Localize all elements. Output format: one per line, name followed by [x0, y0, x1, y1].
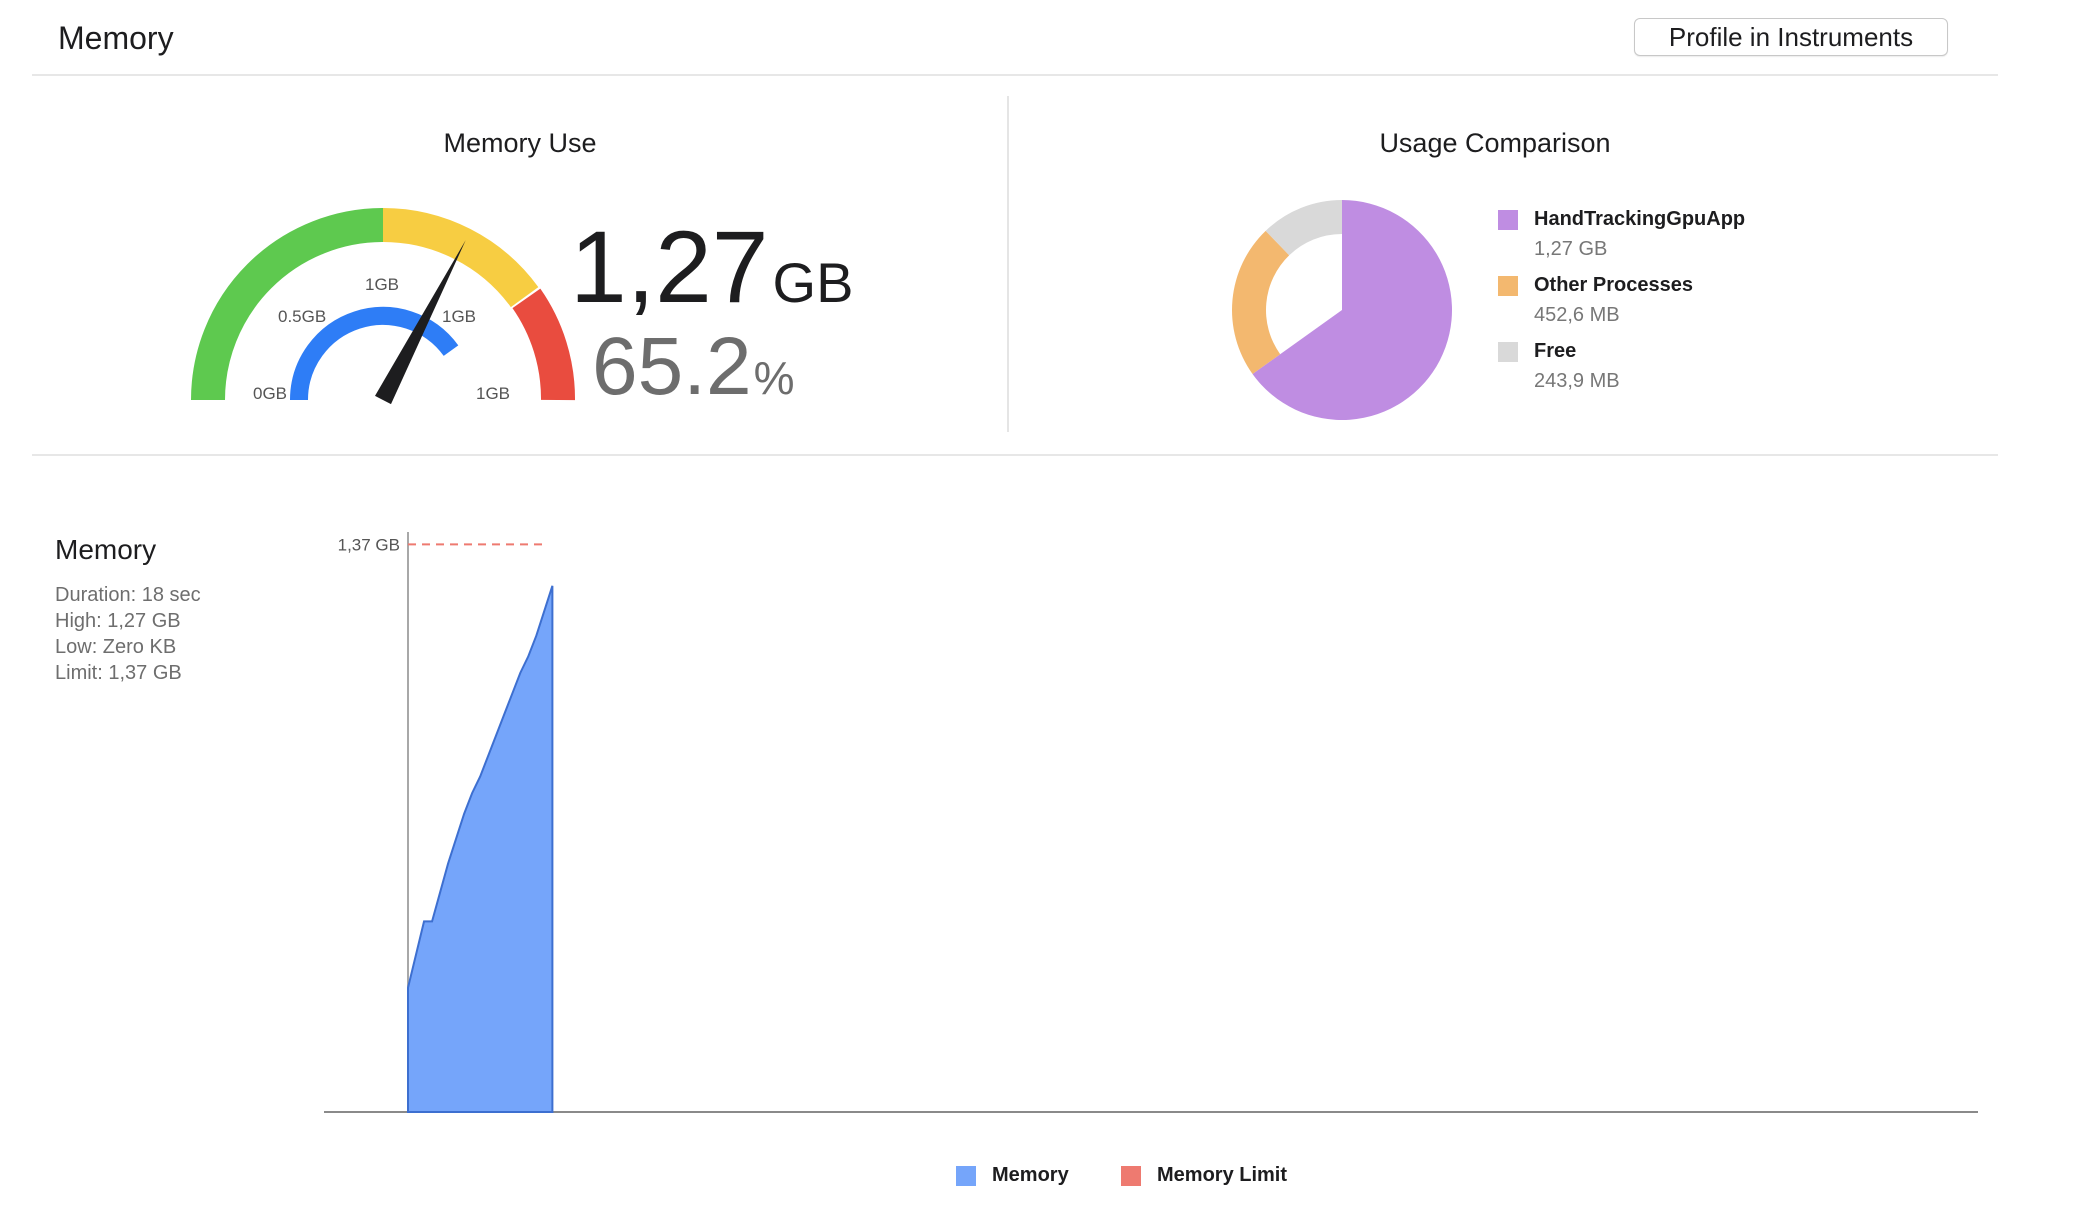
memory-use-unit: GB — [772, 251, 854, 314]
gauge-green-segment — [191, 208, 384, 401]
memory-series-area — [407, 585, 554, 1113]
legend-name: Other Processes — [1534, 274, 1693, 296]
memory-use-number: 1,27 — [570, 210, 769, 324]
chart-legend-memory: Memory — [956, 1164, 1069, 1187]
usage-comparison-donut — [1232, 200, 1452, 420]
stat-limit: Limit: 1,37 GB — [55, 662, 182, 684]
legend-swatch — [1498, 210, 1518, 230]
legend-name: HandTrackingGpuApp — [1534, 208, 1746, 230]
gauge-yellow-segment — [382, 208, 539, 308]
x-tick-label-start: 0s — [404, 1119, 421, 1120]
memory-section-label: Memory — [55, 534, 157, 565]
memory-stats: Duration: 18 sec High: 1,27 GB Low: Zero… — [55, 582, 201, 686]
donut-slice-other-processes — [1232, 230, 1290, 374]
legend-size: 243,9 MB — [1534, 370, 1620, 392]
donut-slice-handtrackinggpuapp — [1252, 200, 1452, 420]
legend-size: 1,27 GB — [1534, 238, 1608, 260]
legend-swatch-memory-limit — [1121, 1165, 1141, 1186]
memory-use-title: Memory Use — [443, 128, 597, 158]
section-divider-horizontal — [32, 454, 1998, 456]
stat-high: High: 1,27 GB — [55, 610, 181, 632]
legend-swatch-memory — [956, 1165, 976, 1186]
gauge-label-1gb-top: 1GB — [365, 275, 399, 294]
gauge-label-1gb-end: 1GB — [476, 384, 510, 403]
memory-timeline-chart: 1,37 GB 0s 181s — [324, 532, 1978, 1120]
gauge-label-0-5gb: 0.5GB — [278, 307, 326, 326]
section-divider — [1007, 96, 1009, 432]
gauge-label-0gb: 0GB — [253, 384, 287, 403]
x-tick-label-end: 181s — [1921, 1119, 1956, 1120]
profile-in-instruments-button[interactable]: Profile in Instruments — [1634, 18, 1948, 56]
stat-duration: Duration: 18 sec — [55, 584, 201, 606]
legend-swatch — [1498, 342, 1518, 362]
header-divider — [32, 74, 1998, 76]
stat-low: Low: Zero KB — [55, 636, 177, 658]
limit-tick-label: 1,37 GB — [338, 535, 400, 554]
memory-percent-symbol: % — [753, 352, 795, 404]
gauge-needle — [375, 240, 466, 405]
legend-name: Free — [1534, 340, 1577, 362]
gauge-label-1gb-inner: 1GB — [442, 307, 476, 326]
legend-size: 452,6 MB — [1534, 304, 1620, 326]
gauge-red-segment — [512, 288, 576, 401]
page-title: Memory — [58, 20, 174, 56]
donut-slice-free — [1265, 200, 1342, 256]
memory-gauge: 0GB 0.5GB 1GB 1GB 1GB — [191, 208, 576, 405]
usage-comparison-title: Usage Comparison — [1379, 128, 1611, 158]
chart-legend-memory-limit: Memory Limit — [1121, 1164, 1287, 1187]
memory-percent-number: 65.2 — [592, 321, 752, 412]
legend-label-memory: Memory — [992, 1164, 1069, 1186]
memory-use-value: 1,27GB — [570, 212, 853, 322]
memory-use-percent: 65.2% — [592, 322, 795, 412]
gauge-blue-inner-arc — [290, 306, 459, 401]
legend-label-memory-limit: Memory Limit — [1157, 1164, 1288, 1186]
legend-swatch — [1498, 276, 1518, 296]
